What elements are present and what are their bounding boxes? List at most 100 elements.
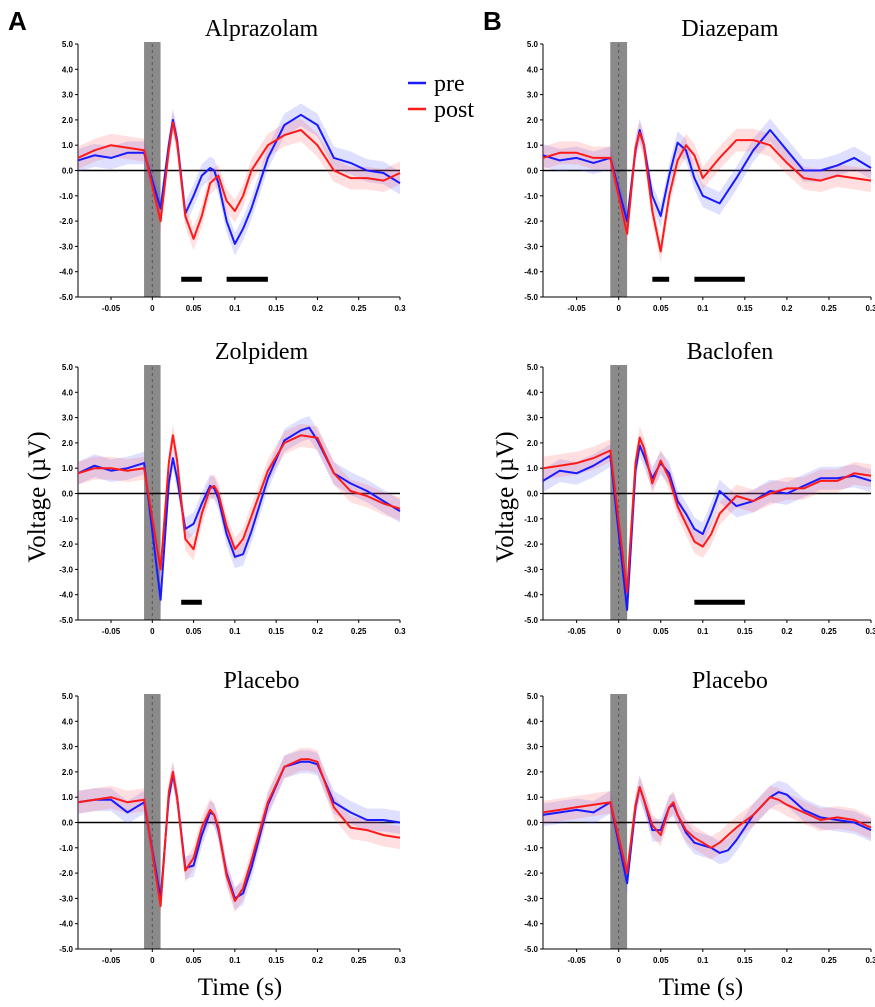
stim-artifact-block (144, 365, 161, 620)
significance-bar (652, 276, 670, 282)
panel-label-a: A (8, 6, 27, 36)
panel-title: Alprazolam (205, 16, 319, 42)
y-tick-label: 4.0 (527, 65, 539, 74)
x-tick-label: 0.1 (697, 956, 709, 965)
y-tick-label: -3.0 (59, 242, 73, 251)
series-post-line (542, 786, 872, 875)
y-tick-label: -5.0 (59, 945, 73, 954)
series-post-line (542, 436, 872, 594)
x-tick-label: 0 (150, 304, 155, 313)
x-tick-label: 0.25 (821, 956, 837, 965)
x-tick-label: 0 (150, 627, 155, 636)
significance-bar (181, 276, 202, 282)
y-tick-label: 3.0 (62, 743, 74, 752)
y-tick-label: -1.0 (524, 515, 538, 524)
legend-pre-label: pre (434, 71, 465, 97)
y-tick-label: -3.0 (59, 565, 73, 574)
x-tick-label: 0.2 (781, 956, 793, 965)
x-tick-label: 0.1 (229, 627, 241, 636)
y-tick-label: 2.0 (62, 116, 74, 125)
x-tick-label: 0.05 (186, 956, 202, 965)
x-tick-label: 0.15 (737, 956, 753, 965)
x-tick-label: 0.3 (394, 627, 406, 636)
y-tick-label: 4.0 (62, 65, 74, 74)
y-tick-label: -4.0 (524, 591, 538, 600)
y-tick-label: -4.0 (524, 268, 538, 277)
x-tick-label: 0.05 (653, 304, 669, 313)
y-tick-label: 3.0 (62, 414, 74, 423)
panel-title: Diazepam (681, 16, 779, 42)
y-tick-label: 3.0 (527, 414, 539, 423)
panel-3: 5.0 4.0 3.0 2.0 1.0 0.0 -1.0 -2.0 -3.0 -4.0 -5.0 -0… (59, 339, 406, 636)
y-tick-label: 5.0 (527, 40, 539, 49)
x-tick-label: -0.05 (102, 627, 121, 636)
y-tick-label: 2.0 (527, 768, 539, 777)
x-tick-label: 0.25 (351, 956, 367, 965)
y-tick-label: 5.0 (62, 692, 74, 701)
plot-grid: 5.0 4.0 3.0 2.0 1.0 0.0 -1.0 -2.0 -3.0 -4.0 -5.0 -0… (59, 16, 875, 965)
x-tick-label: 0.1 (229, 304, 241, 313)
y-tick-label: 5.0 (527, 692, 539, 701)
panel-title: Placebo (224, 668, 300, 694)
y-tick-label: -3.0 (524, 242, 538, 251)
y-tick-label: -1.0 (59, 844, 73, 853)
x-tick-label: 0.1 (697, 627, 709, 636)
y-tick-label: -1.0 (59, 192, 73, 201)
significance-bar (226, 276, 268, 282)
x-tick-label: 0.05 (186, 304, 202, 313)
series-post-band (78, 423, 400, 581)
y-tick-label: -5.0 (524, 293, 538, 302)
x-tick-label: 0 (616, 627, 621, 636)
panel-2: 5.0 4.0 3.0 2.0 1.0 0.0 -1.0 -2.0 -3.0 -4.0 -5.0 -0… (524, 16, 875, 313)
y-tick-label: -2.0 (524, 540, 538, 549)
y-tick-label: 2.0 (62, 768, 74, 777)
series-post-line (77, 121, 401, 240)
series-pre-band (78, 103, 400, 256)
y-axis-label-right: Voltage (µV) (492, 431, 519, 562)
series-post-line (77, 758, 401, 907)
x-tick-label: -0.05 (568, 304, 587, 313)
x-tick-label: 0.3 (865, 304, 875, 313)
x-tick-label: -0.05 (568, 627, 587, 636)
x-tick-label: 0 (616, 304, 621, 313)
x-tick-label: 0.2 (312, 304, 324, 313)
x-tick-label: 0 (616, 956, 621, 965)
x-tick-label: 0.1 (697, 304, 709, 313)
y-tick-label: 4.0 (62, 717, 74, 726)
x-tick-label: 0.15 (737, 304, 753, 313)
x-tick-label: 0.3 (394, 956, 406, 965)
panel-title: Zolpidem (215, 339, 309, 365)
y-tick-label: -5.0 (524, 616, 538, 625)
significance-bar (694, 599, 745, 605)
y-tick-label: -3.0 (524, 565, 538, 574)
panel-4: 5.0 4.0 3.0 2.0 1.0 0.0 -1.0 -2.0 -3.0 -4.0 -5.0 -0… (524, 339, 875, 636)
x-tick-label: -0.05 (102, 304, 121, 313)
y-tick-label: 3.0 (62, 91, 74, 100)
panel-label-b: B (483, 6, 502, 36)
series-pre-band (543, 434, 871, 622)
series-pre-band (78, 416, 400, 612)
y-tick-label: -2.0 (59, 540, 73, 549)
panel-title: Placebo (692, 668, 768, 694)
x-tick-label: 0.2 (312, 627, 324, 636)
y-tick-label: 4.0 (62, 388, 74, 397)
x-tick-label: -0.05 (568, 956, 587, 965)
x-tick-label: 0.3 (865, 627, 875, 636)
x-tick-label: 0.15 (737, 627, 753, 636)
x-tick-label: 0.15 (268, 956, 284, 965)
x-tick-label: 0.2 (312, 956, 324, 965)
y-tick-label: -2.0 (59, 217, 73, 226)
y-tick-label: 0.0 (62, 819, 74, 828)
y-tick-label: 2.0 (527, 439, 539, 448)
y-tick-label: 4.0 (527, 717, 539, 726)
series-pre-line (77, 426, 401, 601)
y-tick-label: 3.0 (527, 91, 539, 100)
y-tick-label: 0.0 (527, 819, 539, 828)
x-tick-label: 0 (150, 956, 155, 965)
x-tick-label: 0.05 (653, 627, 669, 636)
series-pre-line (542, 786, 872, 885)
legend: pre post (408, 71, 474, 123)
y-tick-label: -2.0 (524, 217, 538, 226)
x-axis-label-right: Time (s) (659, 974, 744, 1001)
y-tick-label: -2.0 (524, 869, 538, 878)
